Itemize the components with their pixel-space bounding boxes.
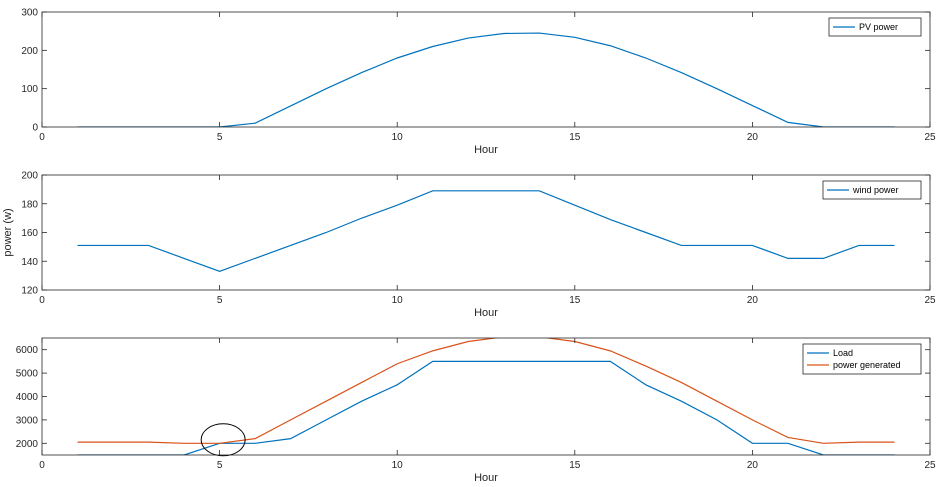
subplot-2: 0 5 10 15 20 25 120 140 160 180 200 Hour power (w) wi… <box>2 171 936 320</box>
series-line-power-generated <box>77 338 895 444</box>
subplot-3: 0 5 10 15 20 25 2000 3000 4000 5000 6000 Hour Load po… <box>16 337 936 484</box>
x-axis-label: Hour <box>474 307 498 319</box>
x-tick-label: 10 <box>392 132 404 143</box>
x-axis-label: Hour <box>474 144 498 156</box>
legend-label: power generated <box>833 360 901 370</box>
x-tick-label: 5 <box>217 295 223 306</box>
y-tick-label: 0 <box>32 123 38 134</box>
y-tick-label: 2000 <box>16 439 39 450</box>
annotation-ellipse <box>200 423 246 457</box>
y-tick-label: 160 <box>21 228 38 239</box>
legend-box <box>802 343 922 375</box>
x-tick-label: 0 <box>39 295 45 306</box>
axes-box <box>41 174 931 291</box>
series-line-wind-power <box>77 190 895 272</box>
y-tick-label: 100 <box>21 84 38 95</box>
x-tick-label: 15 <box>569 295 581 306</box>
y-tick-label: 120 <box>21 286 38 297</box>
legend: PV power <box>828 17 922 37</box>
x-tick-label: 5 <box>217 132 223 143</box>
y-tick-label: 180 <box>21 199 38 210</box>
legend-box <box>828 17 922 37</box>
legend-box <box>822 180 922 200</box>
x-tick-label: 5 <box>217 460 223 471</box>
series-line-pv-power <box>77 32 895 127</box>
legend: wind power <box>822 180 922 200</box>
subplot-1: 0 5 10 15 20 25 0 100 200 300 Hour PV power <box>21 8 936 157</box>
x-tick-label: 20 <box>747 460 759 471</box>
x-tick-label: 15 <box>569 460 581 471</box>
x-tick-label: 20 <box>747 132 759 143</box>
x-tick-label: 0 <box>39 460 45 471</box>
legend: Load power generated <box>802 343 922 375</box>
y-tick-label: 5000 <box>16 369 39 380</box>
x-tick-label: 20 <box>747 295 759 306</box>
y-tick-label: 140 <box>21 257 38 268</box>
x-tick-label: 10 <box>392 295 404 306</box>
y-tick-label: 200 <box>21 171 38 182</box>
y-tick-label: 200 <box>21 46 38 57</box>
y-tick-label: 6000 <box>16 345 39 356</box>
y-tick-label: 300 <box>21 8 38 19</box>
y-tick-label: 3000 <box>16 415 39 426</box>
x-tick-label: 25 <box>924 132 936 143</box>
x-tick-label: 25 <box>924 295 936 306</box>
y-tick-label: 4000 <box>16 392 39 403</box>
x-tick-label: 0 <box>39 132 45 143</box>
axes-box <box>41 11 931 128</box>
x-tick-label: 15 <box>569 132 581 143</box>
legend-label: Load <box>833 348 853 358</box>
y-axis-label: power (w) <box>2 208 14 256</box>
legend-label: wind power <box>852 185 899 195</box>
x-tick-label: 25 <box>924 460 936 471</box>
axes-box <box>41 337 931 456</box>
x-axis-label: Hour <box>474 472 498 484</box>
x-tick-label: 10 <box>392 460 404 471</box>
legend-label: PV power <box>859 22 898 32</box>
series-line-load <box>77 360 895 455</box>
